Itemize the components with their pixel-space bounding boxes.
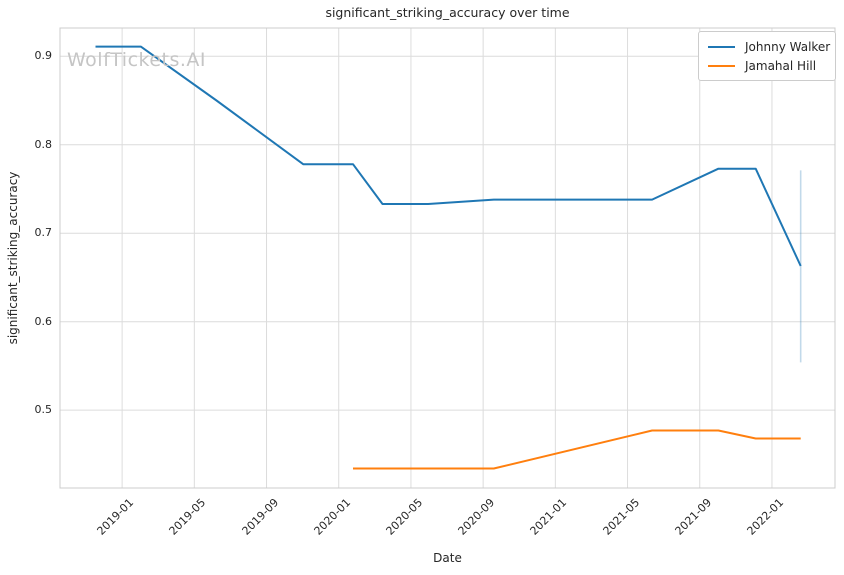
axes-spines: [59, 27, 836, 489]
legend-line-icon: [708, 45, 735, 48]
watermark: WolfTickets.AI: [67, 49, 207, 71]
legend-label: Jamahal Hill: [745, 58, 817, 73]
legend-item-johnny-walker: Johnny Walker: [708, 37, 831, 56]
legend-item-jamahal-hill: Jamahal Hill: [708, 56, 827, 75]
legend-line-icon: [708, 64, 735, 67]
chart-title: significant_striking_accuracy over time: [325, 5, 570, 20]
series-line-jamahal-hill: [353, 429, 801, 470]
x-axis-label: Date: [433, 551, 462, 565]
series-line-johnny-walker: [95, 45, 802, 267]
y-tick-label: 0.5: [34, 403, 53, 417]
y-tick-label: 0.9: [34, 49, 53, 63]
y-tick-label: 0.6: [34, 314, 53, 328]
legend-label: Johnny Walker: [745, 39, 831, 54]
y-tick-label: 0.7: [34, 226, 53, 240]
y-tick-label: 0.8: [34, 137, 53, 151]
legend: Johnny Walker Jamahal Hill: [698, 31, 836, 81]
